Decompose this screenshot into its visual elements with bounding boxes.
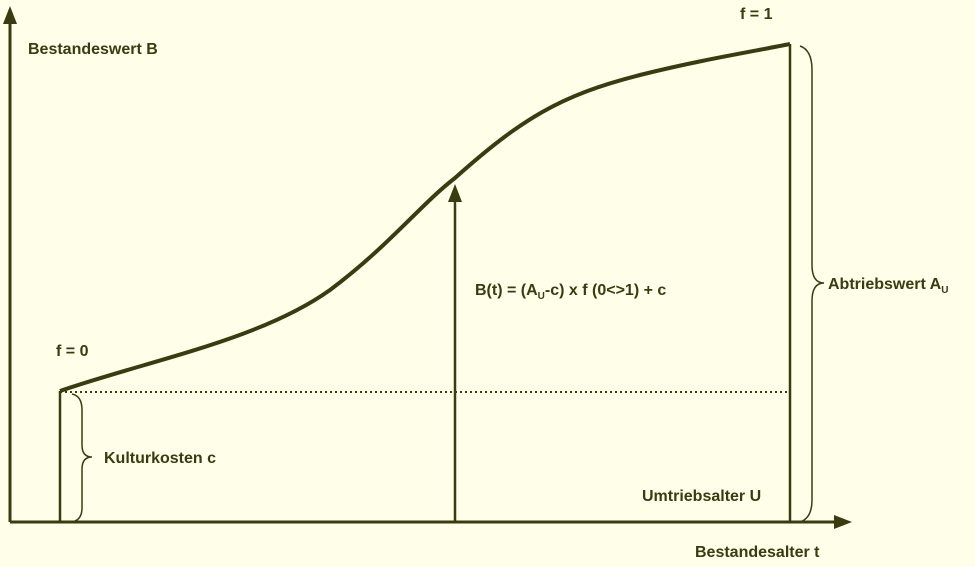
- culture-cost-label: Kulturkosten c: [104, 450, 216, 467]
- f-end-label: f = 1: [740, 6, 773, 23]
- formula: B(t) = (AU-c) x f (0<>1) + c: [475, 282, 666, 302]
- cost-brace: [71, 393, 93, 523]
- y-axis-label: Bestandeswert B: [28, 41, 158, 58]
- formula-subscript: U: [538, 291, 545, 302]
- value-curve: [59, 42, 791, 393]
- final-brace: [799, 45, 825, 523]
- final-value-label: Abtriebswert AU: [828, 276, 948, 296]
- x-axis-arrow: [834, 515, 852, 529]
- x-axis-label: Bestandesalter t: [695, 544, 820, 561]
- final-value-text: Abtriebswert A: [828, 276, 942, 293]
- final-value-subscript: U: [941, 285, 948, 296]
- formula-part: -c) x f (0<>1) + c: [545, 282, 666, 299]
- rotation-age-label: Umtriebsalter U: [642, 488, 761, 505]
- y-axis-arrow: [3, 6, 17, 24]
- value-arrow-head: [448, 184, 462, 202]
- formula-part: B(t) = (A: [475, 282, 538, 299]
- f-start-label: f = 0: [56, 343, 89, 360]
